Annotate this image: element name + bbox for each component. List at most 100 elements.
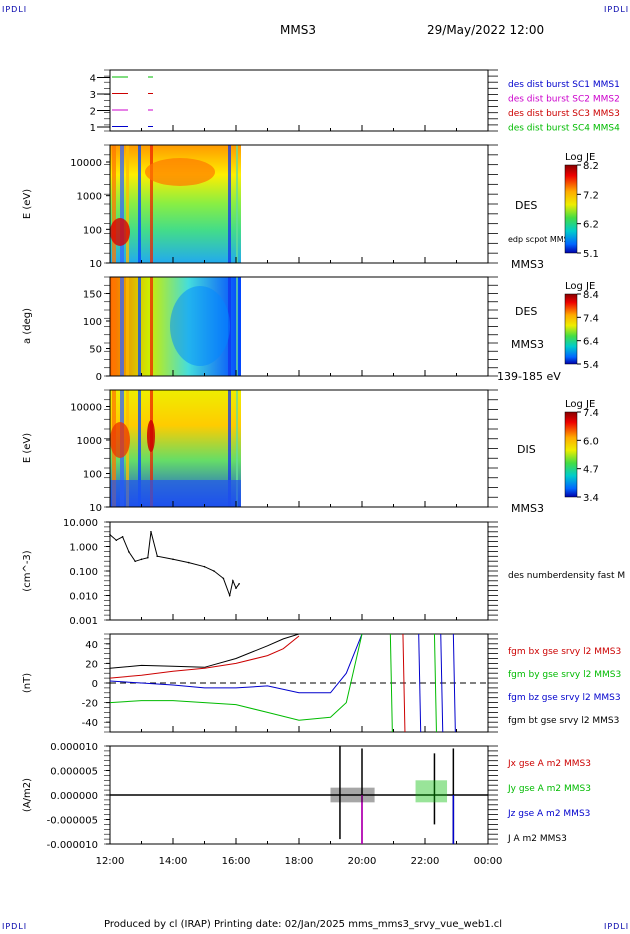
current-legend-entry: Jx gse A m2 MMS3 <box>507 759 591 769</box>
dis-energy-tick-label: 10000 <box>70 403 102 414</box>
des-energy-heatmap-stripe <box>120 145 124 263</box>
colorbar-title: Log JE <box>565 399 595 410</box>
colorbar-tick-label: 5.1 <box>583 249 599 260</box>
colorbar-tick-label: 6.2 <box>583 220 599 231</box>
dis-energy-tick-label: 1000 <box>77 436 102 447</box>
x-axis-tick-label: 20:00 <box>348 856 377 867</box>
des-pitch-tick-label: 0 <box>96 372 102 383</box>
colorbar-tick-label: 6.4 <box>583 337 599 348</box>
bfield-tick-label: 20 <box>85 659 98 670</box>
spacecraft-title: MMS3 <box>280 23 316 37</box>
colorbar-title: Log JE <box>565 281 595 292</box>
des-energy-hot-region <box>145 158 215 186</box>
density-legend-entry: des numberdensity fast M <box>508 571 625 581</box>
des-energy-heatmap-stripe <box>236 145 238 263</box>
colorbar <box>564 411 578 498</box>
burst-y-tick-label: 2 <box>90 107 96 118</box>
x-axis-tick-label: 00:00 <box>474 856 503 867</box>
des-pitch-side-label: DES <box>515 305 537 318</box>
colorbar <box>564 293 578 365</box>
bfield-series-line <box>109 633 363 721</box>
des-energy-tick-label: 100 <box>83 225 102 236</box>
burst-y-tick-label: 3 <box>90 90 96 101</box>
current-tick-label: 0.000005 <box>50 767 98 778</box>
des-pitch-side-label: MMS3 <box>511 338 544 351</box>
dis-energy-heatmap-stripe <box>236 390 238 507</box>
des-pitch-heatmap-stripe <box>138 277 141 376</box>
des-energy-side-label: edp scpot MMS3 <box>508 235 574 244</box>
bfield-legend-entry: fgm bx gse srvy l2 MMS3 <box>508 647 621 657</box>
density-tick-label: 1.000 <box>69 543 98 554</box>
dis-energy-tick-label: 100 <box>83 470 102 481</box>
density-point <box>128 551 130 553</box>
des-pitch-tick-label: 150 <box>83 290 102 301</box>
dis-energy-hot-region <box>147 420 155 452</box>
des-energy-heatmap-stripe <box>112 145 116 263</box>
bfield-tick-label: -40 <box>82 718 98 729</box>
current-legend-entry: Jz gse A m2 MMS3 <box>507 809 590 819</box>
corner-label-bottom-left: IPDLI <box>2 922 28 931</box>
density-ylabel: (cm^-3) <box>22 550 33 591</box>
density-point <box>235 587 237 589</box>
corner-label-top-right: IPDLI <box>604 5 630 14</box>
current-tick-label: -0.000005 <box>47 816 98 827</box>
burst-panel-frame <box>109 69 489 132</box>
bfield-spike <box>418 633 422 733</box>
density-point <box>222 577 225 580</box>
x-axis-tick-label: 18:00 <box>285 856 314 867</box>
colorbar-tick-label: 8.2 <box>583 161 599 172</box>
bfield-legend-entry: fgm by gse srvy l2 MMS3 <box>508 670 621 680</box>
bfield-legend-entry: fgm bt gse srvy l2 MMS3 <box>508 716 619 726</box>
bfield-tick-label: -20 <box>82 699 98 710</box>
des-pitch-heatmap-stripe <box>112 277 116 376</box>
colorbar-tick-label: 7.4 <box>583 408 599 419</box>
current-tick-label: 0.000000 <box>50 791 98 802</box>
bfield-ylabel: (nT) <box>22 673 33 693</box>
des-energy-side-label: MMS3 <box>511 258 544 271</box>
density-point <box>121 535 124 538</box>
colorbar-tick-label: 8.4 <box>583 290 599 301</box>
dis-energy-side-label: DIS <box>517 443 536 456</box>
bfield-spike <box>452 633 456 733</box>
colorbar-tick-label: 7.2 <box>583 190 599 201</box>
des-energy-side-label: DES <box>515 199 537 212</box>
bfield-series-line <box>109 635 300 679</box>
dis-energy-ylabel: E (eV) <box>22 433 33 463</box>
current-legend-entry: Jy gse A m2 MMS3 <box>507 784 591 794</box>
density-tick-label: 0.010 <box>69 592 98 603</box>
density-point <box>238 583 240 585</box>
des-energy-heatmap-stripe <box>126 145 129 263</box>
des-pitch-heatmap-stripe <box>236 277 238 376</box>
des-pitch-ylabel: a (deg) <box>22 308 33 344</box>
density-point <box>228 594 231 597</box>
dis-energy-heatmap-stripe <box>228 390 231 507</box>
dis-energy-side-label: MMS3 <box>511 502 544 515</box>
density-point <box>156 555 159 558</box>
bfield-tick-label: 40 <box>85 640 98 651</box>
x-axis-tick-label: 14:00 <box>159 856 188 867</box>
density-point <box>115 539 118 542</box>
density-point <box>213 570 215 572</box>
density-tick-label: 0.100 <box>69 567 98 578</box>
des-pitch-heatmap-stripe <box>126 277 129 376</box>
des-pitch-heatmap-stripe <box>120 277 124 376</box>
density-tick-label: 10.000 <box>63 518 98 529</box>
bfield-spike <box>402 633 406 733</box>
bfield-series-line <box>109 633 300 669</box>
bfield-spike <box>433 633 437 733</box>
burst-legend-entry: des dist burst SC4 MMS4 <box>508 124 620 134</box>
density-series-line <box>109 531 240 598</box>
corner-label-top-left: IPDLI <box>2 5 28 14</box>
colorbar-tick-label: 3.4 <box>583 493 599 504</box>
des-pitch-tick-label: 50 <box>89 345 102 356</box>
des-energy-heatmap-stripe <box>228 145 231 263</box>
des-energy-heatmap-stripe <box>138 145 141 263</box>
x-axis-tick-label: 12:00 <box>96 856 125 867</box>
current-noise-region <box>415 780 448 803</box>
des-energy-hot-region <box>110 218 130 246</box>
bfield-tick-label: 0 <box>92 679 98 690</box>
colorbar <box>564 164 578 254</box>
density-point <box>172 558 174 561</box>
corner-label-bottom-right: IPDLI <box>604 922 630 931</box>
bfield-spike <box>440 633 444 733</box>
